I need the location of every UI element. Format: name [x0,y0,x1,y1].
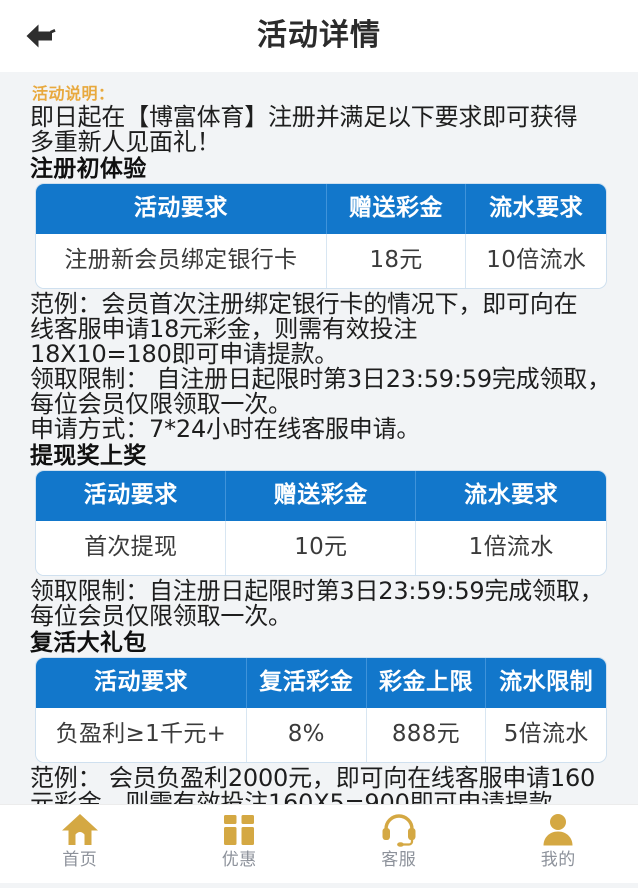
table-col-header: 活动要求 [36,184,327,234]
nav-label: 我的 [541,852,576,869]
promo-table-2-wrap: 活动要求 赠送彩金 流水要求 首次提现 10元 1倍流水 [36,471,606,575]
table-header-row: 活动要求 复活彩金 彩金上限 流水限制 [36,658,606,708]
table-header-row: 活动要求 赠送彩金 流水要求 [36,471,606,521]
promo-table-1: 活动要求 赠送彩金 流水要求 注册新会员绑定银行卡 18元 10倍流水 [36,184,606,288]
section-notes-3: 范例： 会员负盈利2000元，即可向在线客服申请160 元彩金，则需有效投注16… [30,766,630,804]
table-cell: 18元 [327,234,467,288]
page-title: 活动详情 [257,21,381,51]
table-row: 注册新会员绑定银行卡 18元 10倍流水 [36,234,606,288]
table-col-header: 复活彩金 [247,658,367,708]
promo-table-1-wrap: 活动要求 赠送彩金 流水要求 注册新会员绑定银行卡 18元 10倍流水 [36,184,606,288]
section-title-3: 复活大礼包 [30,630,630,656]
nav-item-home[interactable]: 首页 [0,805,160,888]
home-icon [60,810,100,850]
nav-label: 优惠 [222,852,257,869]
back-arrow-icon [19,20,59,52]
table-cell: 注册新会员绑定银行卡 [36,234,327,288]
promo-table-3: 活动要求 复活彩金 彩金上限 流水限制 负盈利≥1千元+ 8% 888元 5倍流… [36,658,606,762]
table-col-header: 流水限制 [486,658,606,708]
table-cell: 888元 [367,708,487,762]
back-button[interactable] [12,13,66,59]
table-row: 首次提现 10元 1倍流水 [36,521,606,575]
table-cell: 负盈利≥1千元+ [36,708,247,762]
nav-item-support[interactable]: 客服 [319,805,479,888]
promo-table-2: 活动要求 赠送彩金 流水要求 首次提现 10元 1倍流水 [36,471,606,575]
table-col-header: 活动要求 [36,471,226,521]
promo-table-3-wrap: 活动要求 复活彩金 彩金上限 流水限制 负盈利≥1千元+ 8% 888元 5倍流… [36,658,606,762]
table-col-header: 流水要求 [416,471,606,521]
nav-label: 客服 [381,852,416,869]
top-bar: 活动详情 [0,0,638,72]
notice-label: 活动说明： [32,84,630,104]
table-col-header: 赠送彩金 [327,184,467,234]
table-cell: 10倍流水 [466,234,606,288]
user-icon [540,810,576,850]
nav-item-profile[interactable]: 我的 [479,805,638,888]
section-title-2: 提现奖上奖 [30,443,630,469]
table-row: 负盈利≥1千元+ 8% 888元 5倍流水 [36,708,606,762]
table-col-header: 活动要求 [36,658,247,708]
content-scroll-area[interactable]: 活动说明： 即日起在【博富体育】注册并满足以下要求即可获得 多重新人见面礼！ 注… [0,72,638,804]
section-title-1: 注册初体验 [30,156,630,182]
table-cell: 5倍流水 [486,708,606,762]
table-header-row: 活动要求 赠送彩金 流水要求 [36,184,606,234]
table-cell: 首次提现 [36,521,226,575]
nav-label: 首页 [62,852,97,869]
section-notes-2: 领取限制：自注册日起限时第3日23:59:59完成领取， 每位会员仅限领取一次。 [30,579,630,629]
table-col-header: 彩金上限 [367,658,487,708]
bottom-navigation-bar: 首页 优惠 [0,804,638,883]
table-cell: 10元 [226,521,416,575]
table-cell: 8% [247,708,367,762]
table-col-header: 赠送彩金 [226,471,416,521]
intro-text: 即日起在【博富体育】注册并满足以下要求即可获得 多重新人见面礼！ [30,105,630,155]
section-notes-1: 范例：会员首次注册绑定银行卡的情况下，即可向在 线客服申请18元彩金，则需有效投… [30,292,630,442]
table-cell: 1倍流水 [416,521,606,575]
gift-icon [220,810,258,850]
table-col-header: 流水要求 [466,184,606,234]
nav-item-promotions[interactable]: 优惠 [160,805,320,888]
headset-icon [379,810,419,850]
